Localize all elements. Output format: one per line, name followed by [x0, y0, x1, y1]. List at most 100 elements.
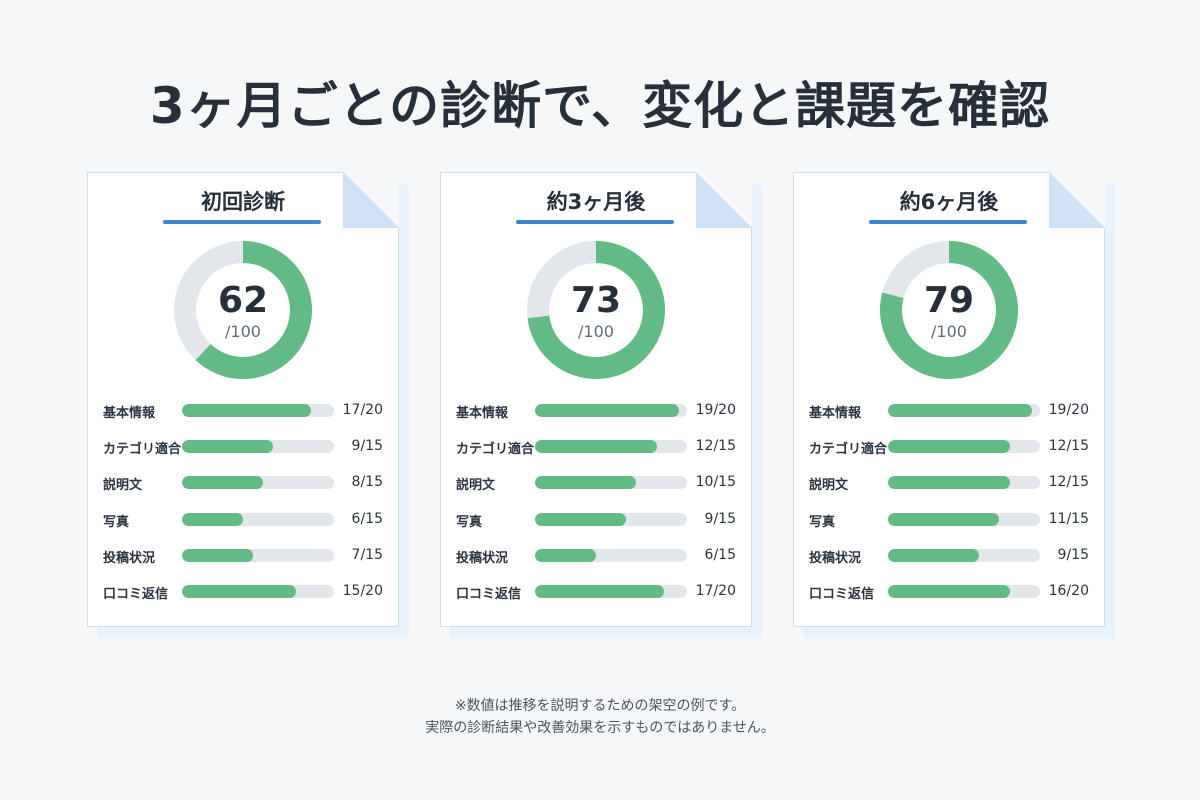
metric-bar-track: [888, 440, 1040, 453]
metric-bar-track: [182, 585, 334, 598]
metric-label: 写真: [456, 515, 483, 530]
metric-row: 写真 6/15: [87, 509, 399, 530]
metric-bar: [535, 585, 665, 598]
metric-label: カテゴリ適合: [456, 442, 535, 457]
six-month-card: 約6ヶ月後 79/100 基本情報 19/20 カテゴリ適合 12/15 説明文 12/15 写…: [793, 172, 1115, 639]
metric-row: 口コミ返信 17/20: [440, 581, 752, 602]
metric-row: 基本情報 19/20: [793, 400, 1105, 421]
metric-score: 19/20: [1048, 402, 1089, 418]
metric-row: カテゴリ適合 12/15: [793, 436, 1105, 457]
metric-bar: [888, 440, 1010, 453]
metric-label: 説明文: [456, 478, 496, 493]
metric-label: 説明文: [103, 478, 143, 493]
metric-bar: [888, 585, 1010, 598]
metric-label: 投稿状況: [809, 551, 862, 566]
metric-score: 12/15: [695, 438, 736, 454]
metric-label: 基本情報: [456, 406, 509, 421]
metric-score: 9/15: [351, 438, 383, 454]
metric-bar: [888, 476, 1010, 489]
metric-bar-track: [535, 549, 687, 562]
metric-row: 口コミ返信 16/20: [793, 581, 1105, 602]
title-underline: [163, 220, 321, 224]
metric-label: 投稿状況: [456, 551, 509, 566]
score-value: 79: [923, 280, 975, 321]
title-underline: [869, 220, 1027, 224]
metric-score: 6/15: [704, 547, 736, 563]
title-underline: [516, 220, 674, 224]
metric-score: 17/20: [695, 583, 736, 599]
metric-row: 写真 9/15: [440, 509, 752, 530]
metric-label: 口コミ返信: [809, 587, 875, 602]
metric-row: カテゴリ適合 12/15: [440, 436, 752, 457]
score-max: /100: [931, 322, 967, 341]
score-donut: [527, 241, 665, 379]
score-donut: [174, 241, 312, 379]
metric-score: 12/15: [1048, 474, 1089, 490]
metric-row: 口コミ返信 15/20: [87, 581, 399, 602]
metric-bar: [182, 440, 274, 453]
metric-bar-track: [535, 476, 687, 489]
metric-score: 16/20: [1048, 583, 1089, 599]
metric-bar-track: [888, 404, 1040, 417]
score-value: 62: [217, 280, 269, 321]
metric-bar: [888, 549, 980, 562]
metric-bar: [535, 549, 596, 562]
metric-bar-track: [182, 440, 334, 453]
page-fold-icon: [343, 172, 399, 228]
donut-score-slice: [880, 241, 1018, 379]
metric-label: 基本情報: [103, 406, 156, 421]
metric-label: 写真: [103, 515, 130, 530]
metric-bar-track: [182, 513, 334, 526]
metric-row: 投稿状況 9/15: [793, 545, 1105, 566]
metric-score: 12/15: [1048, 438, 1089, 454]
metric-bar-track: [535, 585, 687, 598]
metric-bar-track: [888, 585, 1040, 598]
score-donut: [880, 241, 1018, 379]
metric-bar-track: [535, 440, 687, 453]
metric-bar: [182, 513, 243, 526]
page-fold-icon: [696, 172, 752, 228]
metric-score: 7/15: [351, 547, 383, 563]
metric-score: 9/15: [1057, 547, 1089, 563]
metric-score: 19/20: [695, 402, 736, 418]
metric-score: 17/20: [342, 402, 383, 418]
metric-bar-track: [535, 404, 687, 417]
metric-score: 9/15: [704, 511, 736, 527]
metric-bar-track: [182, 476, 334, 489]
metric-bar: [182, 404, 312, 417]
metric-row: 説明文 12/15: [793, 472, 1105, 493]
metric-bar: [535, 476, 637, 489]
metric-bar-track: [535, 513, 687, 526]
donut-score-slice: [527, 241, 665, 379]
metric-bar: [182, 585, 296, 598]
note-line-1: ※数値は推移を説明するための架空の例です。: [454, 698, 746, 714]
metric-bar: [182, 549, 253, 562]
metric-score: 6/15: [351, 511, 383, 527]
metric-row: カテゴリ適合 9/15: [87, 436, 399, 457]
metric-row: 基本情報 17/20: [87, 400, 399, 421]
metric-label: 写真: [809, 515, 836, 530]
metric-label: 投稿状況: [103, 551, 156, 566]
metric-bar: [182, 476, 264, 489]
note-line-2: 実際の診断結果や改善効果を示すものではありません。: [425, 720, 775, 736]
metric-bar-track: [888, 513, 1040, 526]
metric-bar-track: [182, 404, 334, 417]
metric-row: 写真 11/15: [793, 509, 1105, 530]
score-value: 73: [570, 280, 622, 321]
metric-row: 説明文 10/15: [440, 472, 752, 493]
metric-bar: [535, 513, 627, 526]
metric-bar-track: [182, 549, 334, 562]
page-fold-icon: [1049, 172, 1105, 228]
metric-row: 説明文 8/15: [87, 472, 399, 493]
metric-label: 基本情報: [809, 406, 862, 421]
page-title: 3ヶ月ごとの診断で、変化と課題を確認: [149, 77, 1051, 135]
metric-bar: [888, 404, 1033, 417]
metric-bar: [535, 440, 657, 453]
metric-row: 投稿状況 7/15: [87, 545, 399, 566]
card-title: 初回診断: [201, 190, 285, 214]
card-title: 約6ヶ月後: [899, 190, 999, 214]
score-max: /100: [578, 322, 614, 341]
metric-label: 口コミ返信: [103, 587, 169, 602]
donut-score-slice: [174, 241, 312, 379]
metric-score: 10/15: [695, 474, 736, 490]
